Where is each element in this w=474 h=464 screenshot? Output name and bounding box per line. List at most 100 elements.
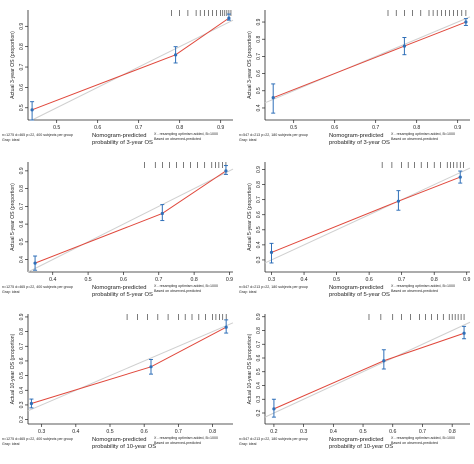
x-tick-label: 0.4 <box>300 277 307 283</box>
x-axis-title-line1: Nomogram-predicted <box>92 285 146 291</box>
x-tick-label: 0.7 <box>398 277 405 283</box>
calibration-line <box>273 21 467 99</box>
y-tick-label: 0.9 <box>19 167 25 174</box>
x-tick-label: 0.8 <box>413 125 420 131</box>
calibration-line <box>31 17 230 111</box>
y-tick-label: 0.5 <box>19 104 25 111</box>
y-tick-label: 0.7 <box>256 196 262 203</box>
resampling-note: X - resampling optimism added, B=1000 <box>391 132 455 136</box>
y-tick-label: 0.4 <box>19 387 25 394</box>
resampling-note: X - resampling optimism added, B=1000 <box>154 284 218 288</box>
x-tick-label: 0.5 <box>106 429 113 435</box>
x-tick-label: 0.3 <box>268 277 275 283</box>
calibration-panel-6: 0.2 0.3 0.4 0.5 0.6 0.7 0.8 0.9 0.2 0.3 0.4 0.5 0.6 0… <box>239 313 471 450</box>
sample-size-note: n=547 d=213 p=22, 180 subjects per group <box>239 437 308 441</box>
resampling-note: X - resampling optimism added, B=1000 <box>154 436 218 440</box>
y-tick-label: 0.6 <box>19 357 25 364</box>
ideal-line <box>264 321 471 418</box>
observed-predicted-note: Based on observed-predicted <box>391 137 438 141</box>
sample-size-note: n=1275 d=465 p=22, 400 subjects per grou… <box>2 285 73 289</box>
y-tick-label: 0.6 <box>256 211 262 218</box>
y-tick-label: 0.3 <box>256 396 262 403</box>
ideal-note: Gray: ideal <box>2 290 20 294</box>
data-point <box>160 211 164 216</box>
calibration-panel-4: 0.3 0.4 0.5 0.6 0.7 0.8 0.9 0.3 0.4 0.5 0.6 0.7 0.8 0… <box>239 162 470 298</box>
data-point <box>227 16 231 20</box>
x-axis-title-line2: probability of 5-year OS <box>329 292 390 298</box>
x-tick-label: 0.5 <box>290 125 297 131</box>
y-tick-label: 0.8 <box>256 181 262 188</box>
y-tick-label: 0.8 <box>19 43 25 50</box>
resampling-note: X - resampling optimism added, B=1000 <box>391 436 455 440</box>
x-tick-label: 0.4 <box>49 277 56 283</box>
y-tick-label: 0.4 <box>256 104 262 111</box>
ideal-note: Gray: ideal <box>239 442 257 446</box>
x-axis-title-line2: probability of 3-year OS <box>92 140 153 146</box>
data-point <box>269 250 274 255</box>
y-tick-label: 0.7 <box>19 343 25 350</box>
x-tick-label: 0.5 <box>333 277 340 283</box>
calibration-panel-2: 0.40.50.60.70.80.90.5 0.6 0.7 0.8 0.9Actual … <box>239 10 471 146</box>
data-point <box>272 407 276 411</box>
y-tick-label: 0.7 <box>19 63 25 70</box>
x-tick-label: 0.6 <box>141 429 148 435</box>
x-tick-label: 0.7 <box>135 125 142 131</box>
x-axis-title-line2: probability of 10-year OS <box>329 444 393 450</box>
sample-size-note: n=1275 d=465 p=22, 400 subjects per grou… <box>2 437 73 441</box>
ideal-line <box>264 16 471 104</box>
x-tick-label: 0.6 <box>366 277 373 283</box>
y-tick-label: 0.7 <box>256 53 262 60</box>
data-point <box>396 199 401 203</box>
data-point <box>30 108 34 112</box>
x-tick-label: 0.6 <box>120 277 127 283</box>
y-tick-label: 0.4 <box>256 241 262 248</box>
x-tick-label: 0.7 <box>175 429 182 435</box>
y-axis-title: Actual 10-year OS (proportion) <box>10 333 16 404</box>
x-axis-title-line1: Nomogram-predicted <box>329 285 383 291</box>
x-tick-label: 0.7 <box>155 277 162 283</box>
calibration-line <box>273 332 465 410</box>
ideal-line <box>27 322 234 412</box>
data-point <box>149 365 153 369</box>
y-tick-label: 0.2 <box>256 409 262 416</box>
x-axis-title-line2: probability of 3-year OS <box>329 140 390 146</box>
y-tick-label: 0.3 <box>256 256 262 263</box>
data-point <box>458 175 462 179</box>
y-axis-title: Actual 5-year OS (proportion) <box>247 183 253 251</box>
y-axis-title: Actual 10-year OS (proportion) <box>247 333 253 404</box>
sample-size-note: n=1275 d=465 p=22, 400 subjects per grou… <box>2 133 73 137</box>
data-point <box>382 359 386 363</box>
observed-predicted-note: Based on observed-predicted <box>154 137 201 141</box>
ideal-note: Gray: ideal <box>239 138 257 142</box>
x-tick-label: 0.5 <box>53 125 60 131</box>
x-tick-label: 0.8 <box>176 125 183 131</box>
sample-size-note: n=547 d=213 p=22, 180 subjects per group <box>239 285 308 289</box>
x-tick-label: 0.5 <box>359 429 366 435</box>
observed-predicted-note: Based on observed-predicted <box>154 441 201 445</box>
ideal-note: Gray: ideal <box>239 290 257 294</box>
ideal-line <box>31 19 234 121</box>
x-tick-label: 0.2 <box>270 429 277 435</box>
y-axis-title: Actual 5-year OS (proportion) <box>10 183 16 251</box>
y-tick-label: 0.5 <box>256 226 262 233</box>
x-tick-label: 0.6 <box>389 429 396 435</box>
y-tick-label: 0.8 <box>19 328 25 335</box>
y-tick-label: 0.5 <box>256 87 262 94</box>
y-tick-label: 0.6 <box>19 220 25 227</box>
x-tick-label: 0.8 <box>431 277 438 283</box>
y-axis-title: Actual 3-year OS (proportion) <box>10 31 16 99</box>
calibration-line <box>271 176 461 253</box>
observed-predicted-note: Based on observed-predicted <box>154 289 201 293</box>
y-tick-label: 0.9 <box>256 166 262 173</box>
x-tick-label: 0.8 <box>209 429 216 435</box>
data-point <box>33 261 37 265</box>
y-tick-label: 0.8 <box>256 36 262 43</box>
x-tick-label: 0.9 <box>454 125 461 131</box>
y-tick-label: 0.6 <box>256 354 262 361</box>
y-tick-label: 0.5 <box>19 238 25 245</box>
data-point <box>402 44 406 48</box>
y-tick-label: 0.9 <box>19 23 25 30</box>
